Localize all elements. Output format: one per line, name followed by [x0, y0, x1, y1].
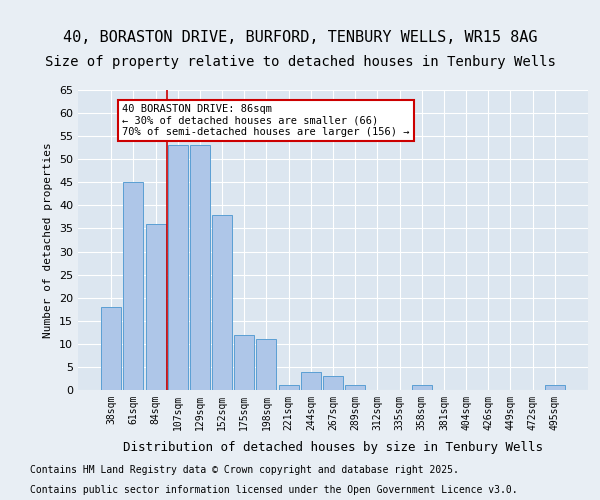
Bar: [345, 386, 365, 390]
Text: Size of property relative to detached houses in Tenbury Wells: Size of property relative to detached ho…: [44, 55, 556, 69]
Text: 40, BORASTON DRIVE, BURFORD, TENBURY WELLS, WR15 8AG: 40, BORASTON DRIVE, BURFORD, TENBURY WEL…: [63, 30, 537, 45]
Text: Contains HM Land Registry data © Crown copyright and database right 2025.: Contains HM Land Registry data © Crown c…: [30, 465, 459, 475]
Bar: [168, 146, 188, 390]
Bar: [256, 339, 277, 390]
Bar: [323, 376, 343, 390]
Bar: [412, 386, 432, 390]
Bar: [278, 386, 299, 390]
Bar: [101, 307, 121, 390]
Bar: [545, 386, 565, 390]
Bar: [190, 146, 210, 390]
Text: 40 BORASTON DRIVE: 86sqm
← 30% of detached houses are smaller (66)
70% of semi-d: 40 BORASTON DRIVE: 86sqm ← 30% of detach…: [122, 104, 410, 137]
Bar: [234, 334, 254, 390]
Bar: [301, 372, 321, 390]
X-axis label: Distribution of detached houses by size in Tenbury Wells: Distribution of detached houses by size …: [123, 441, 543, 454]
Y-axis label: Number of detached properties: Number of detached properties: [43, 142, 53, 338]
Bar: [212, 214, 232, 390]
Text: Contains public sector information licensed under the Open Government Licence v3: Contains public sector information licen…: [30, 485, 518, 495]
Bar: [146, 224, 166, 390]
Bar: [124, 182, 143, 390]
